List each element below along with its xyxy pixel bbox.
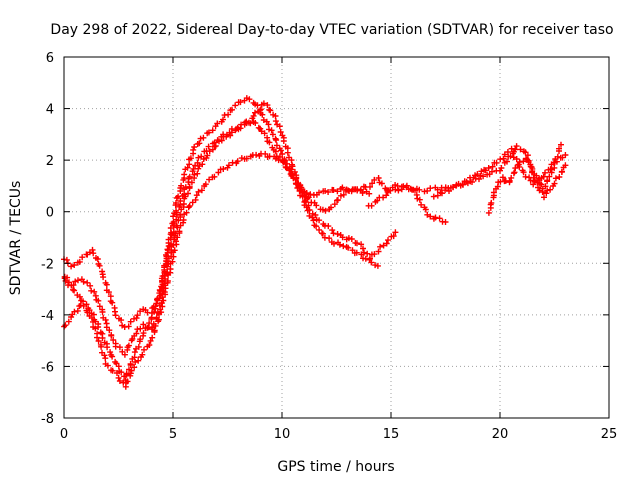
series-track-1 [61,95,449,330]
x-tick-label: 0 [60,427,68,442]
data-points [485,141,564,216]
data-points [365,145,569,209]
x-axis-label: GPS time / hours [277,459,394,475]
x-tick-label: 10 [274,427,291,442]
y-tick-label: -2 [41,257,54,272]
y-tick-label: 4 [46,103,54,118]
x-tick-label: 25 [601,427,618,442]
y-tick-label: 6 [46,51,54,66]
plot-frame [63,56,610,419]
data-points [61,150,373,390]
series-track-3 [61,118,381,384]
y-tick-label: -4 [41,309,54,324]
series-track-7 [485,141,564,216]
y-tick-label: 2 [46,154,54,169]
series-track-6 [430,143,569,201]
data-points [61,118,381,384]
data-points [61,95,449,330]
data-series [61,95,569,390]
data-points [430,143,569,201]
series-track-4 [61,150,373,390]
series-track-2 [61,100,399,358]
x-tick-label: 15 [383,427,400,442]
axis-ticks: 0 5 10 15 20 25 -8 -6 -4 -2 0 2 4 6 [41,51,617,442]
data-points [61,100,399,358]
grid-lines [64,57,609,418]
y-axis-label: SDTVAR / TECUs [8,181,24,296]
y-tick-label: 0 [46,206,54,221]
y-tick-label: -8 [41,412,54,427]
series-track-5 [365,145,569,209]
x-tick-label: 5 [169,427,177,442]
x-tick-label: 20 [492,427,509,442]
chart-title: Day 298 of 2022, Sidereal Day-to-day VTE… [50,22,613,38]
y-tick-label: -6 [41,360,54,375]
